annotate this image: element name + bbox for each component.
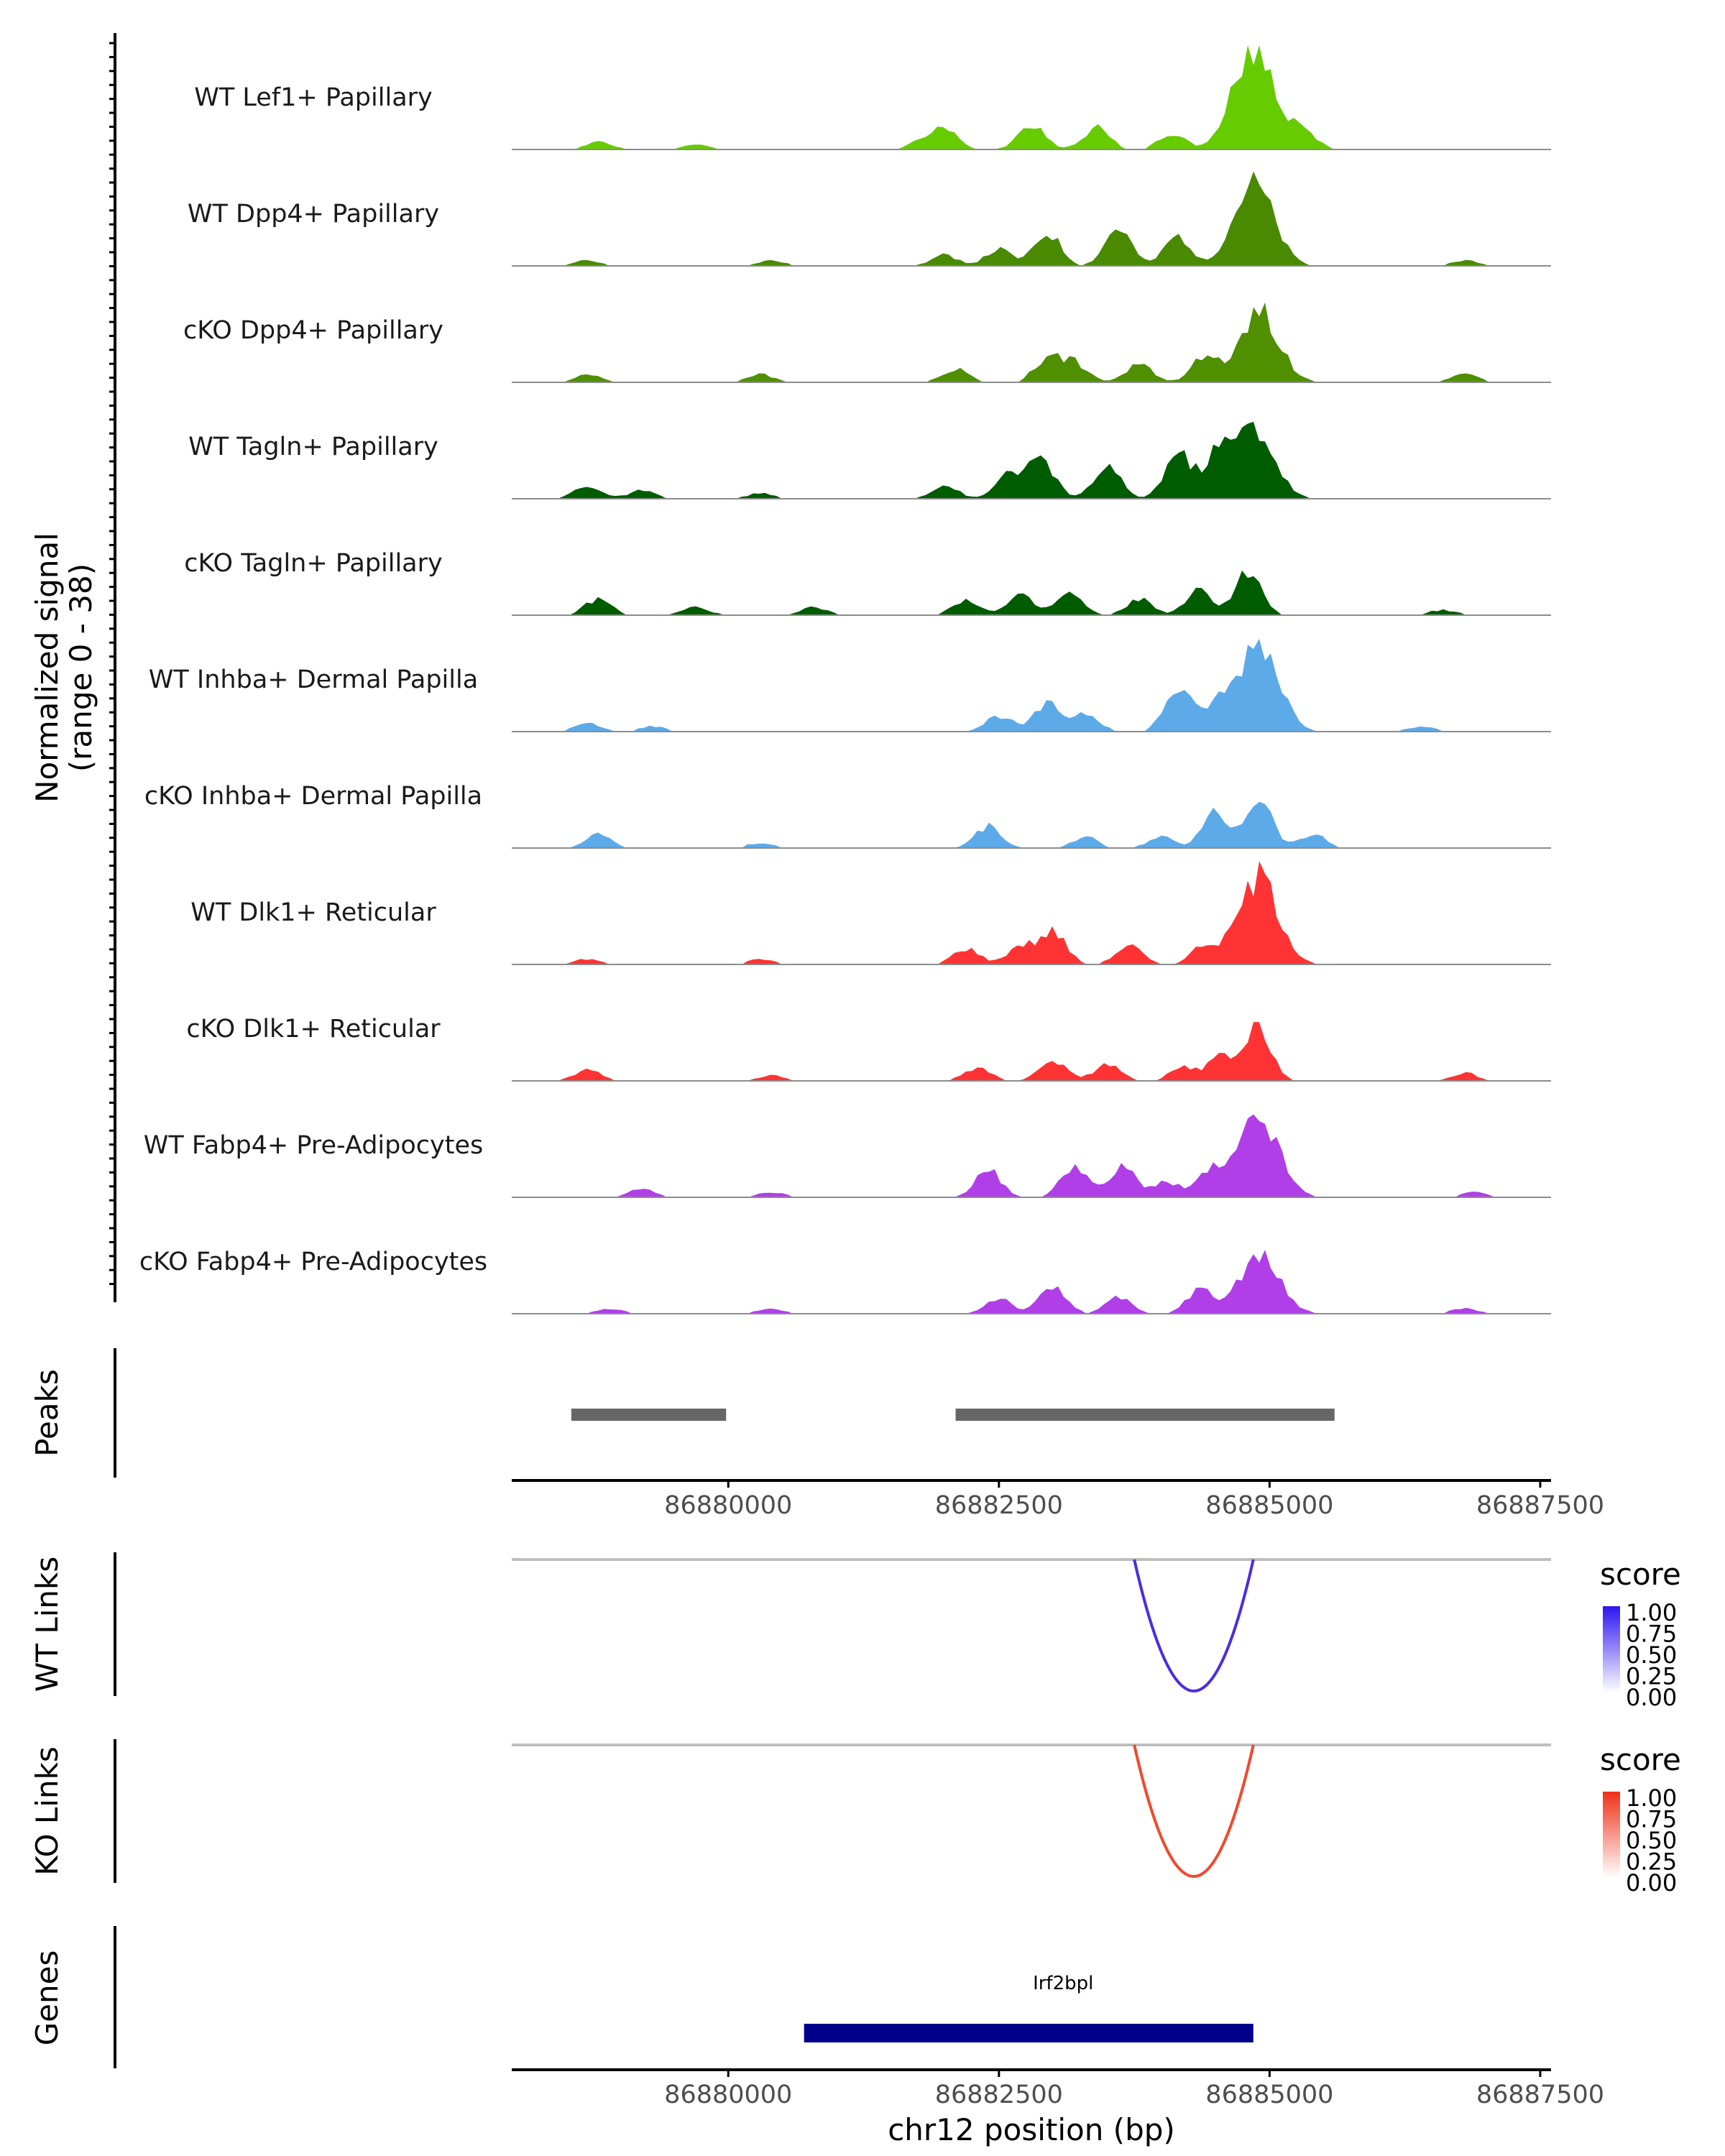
x-tick-label: 86880000 [664,2081,792,2109]
ko-links-panel: KO Links score 1.000.750.500.250.00 [29,1739,1681,1897]
peaks-track-label: Peaks [29,1369,65,1457]
genes-track-label: Genes [29,1950,65,2046]
coverage-area [512,1250,1502,1314]
coverage-track-label: cKO Dlk1+ Reticular [186,1015,441,1044]
legend-tick-label: 1.00 [1626,1599,1677,1626]
coverage-track-label: cKO Fabp4+ Pre-Adipocytes [139,1248,487,1276]
x-tick-label: 86885000 [1205,1491,1333,1520]
ko-legend-colorbar [1603,1792,1620,1878]
gene-name-label: Irf2bpl [1033,1973,1093,1994]
coverage-area [512,421,1502,499]
x-tick-label: 86885000 [1205,2081,1333,2109]
gene-body [804,2024,1254,2042]
legend-tick-label: 1.00 [1626,1784,1677,1812]
coverage-tracks: WT Lef1+ Papillary WT Dpp4+ Papillary cKO … [139,45,1551,1314]
coverage-track: cKO Tagln+ Papillary [184,549,1551,616]
peaks-x-ticks: 86880000 86882500 86885000 86887500 [664,1480,1604,1520]
coverage-track: cKO Inhba+ Dermal Papilla [144,782,1551,849]
ko-legend-title: score [1600,1742,1681,1777]
coverage-track-label: WT Dpp4+ Papillary [188,200,439,229]
coverage-panel: Normalized signal (range 0 - 38) WT Lef1… [29,33,1551,1314]
coverage-track-label: cKO Tagln+ Papillary [184,549,443,578]
coverage-track: WT Fabp4+ Pre-Adipocytes [144,1114,1551,1198]
coverage-track: cKO Fabp4+ Pre-Adipocytes [139,1248,1551,1314]
coverage-area [512,302,1502,382]
ko-score-legend: score 1.000.750.500.250.00 [1600,1742,1681,1897]
peak-interval [571,1409,727,1421]
coverage-area [512,1022,1502,1081]
legend-tick-label: 0.75 [1626,1806,1677,1833]
coverage-track-label: WT Dlk1+ Reticular [190,898,436,927]
wt-legend-title: score [1600,1557,1681,1592]
coverage-area [512,1114,1502,1197]
coverage-track-label: WT Tagln+ Papillary [188,433,438,461]
coverage-track: WT Dpp4+ Papillary [188,171,1551,267]
coverage-area [512,861,1502,964]
x-tick-label: 86882500 [935,2081,1063,2109]
coverage-area [512,570,1502,615]
wt-legend-ticks: 1.000.750.500.250.00 [1626,1599,1677,1711]
peak-intervals [571,1409,1335,1421]
coverage-y-label-line1: Normalized signal [29,533,65,803]
peaks-panel: Peaks 86880000 86882500 86885000 86887500 [29,1348,1604,1520]
x-tick-label: 86887500 [1476,2081,1604,2109]
x-tick-label: 86882500 [935,1491,1063,1520]
coverage-area [512,638,1502,732]
genes-x-ticks: 86880000 86882500 86885000 86887500 [664,2070,1604,2109]
ko-link-arcs [1133,1744,1255,1878]
link-arc [1133,1559,1255,1692]
legend-tick-label: 0.00 [1626,1869,1677,1897]
wt-score-legend: score 1.000.750.500.250.00 [1600,1557,1681,1711]
coverage-track-label: cKO Dpp4+ Papillary [183,316,443,345]
genes-panel: Genes Irf2bpl 86880000 86882500 86885000 86… [29,1926,1604,2147]
coverage-track-label: cKO Inhba+ Dermal Papilla [144,782,482,811]
coverage-track: WT Lef1+ Papillary [194,45,1551,150]
coverage-area [512,45,1502,149]
x-tick-label: 86880000 [664,1491,792,1520]
coverage-track-label: WT Lef1+ Papillary [194,83,433,112]
coverage-area [512,171,1502,266]
coverage-y-label-line2: (range 0 - 38) [63,563,98,772]
legend-tick-label: 0.50 [1626,1641,1677,1669]
wt-links-panel: WT Links score 1.000.750.500.250.00 [29,1552,1681,1711]
gene-models: Irf2bpl [804,1973,1254,2042]
coverage-area [512,801,1502,848]
legend-tick-label: 0.25 [1626,1848,1677,1876]
coverage-track: WT Inhba+ Dermal Papilla [149,638,1551,732]
legend-tick-label: 0.75 [1626,1621,1677,1648]
wt-link-arcs [1133,1559,1255,1692]
x-tick-label: 86887500 [1476,1491,1604,1520]
legend-tick-label: 0.00 [1626,1684,1677,1711]
coverage-track: WT Tagln+ Papillary [188,421,1551,499]
wt-links-track-label: WT Links [29,1557,65,1692]
coverage-y-ticks [109,42,115,1286]
link-arc [1133,1744,1255,1878]
coverage-track: WT Dlk1+ Reticular [190,861,1551,965]
coverage-track: cKO Dlk1+ Reticular [186,1015,1551,1082]
coverage-track-label: WT Fabp4+ Pre-Adipocytes [144,1131,483,1160]
peak-interval [955,1409,1335,1421]
wt-legend-colorbar [1603,1606,1620,1692]
coverage-track: cKO Dpp4+ Papillary [183,302,1551,383]
x-axis-title: chr12 position (bp) [888,2112,1175,2147]
coverage-track-label: WT Inhba+ Dermal Papilla [149,665,478,694]
legend-tick-label: 0.25 [1626,1663,1677,1690]
ko-legend-ticks: 1.000.750.500.250.00 [1626,1784,1677,1897]
ko-links-track-label: KO Links [29,1746,65,1876]
legend-tick-label: 0.50 [1626,1827,1677,1854]
